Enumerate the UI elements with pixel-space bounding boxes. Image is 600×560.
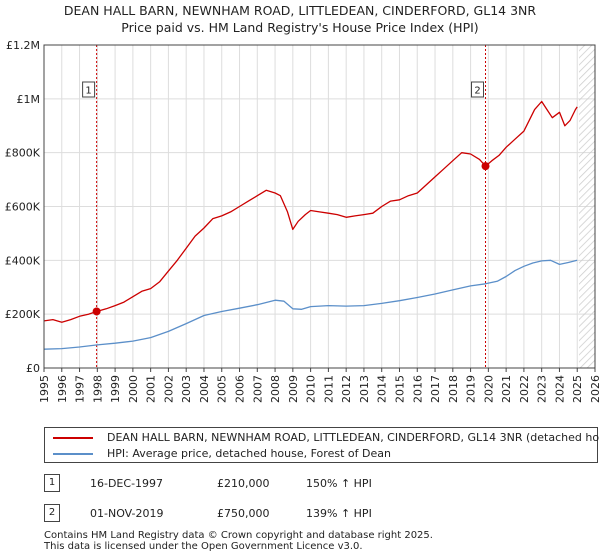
chart-title: DEAN HALL BARN, NEWNHAM ROAD, LITTLEDEAN… xyxy=(0,2,600,36)
x-tick-label: 2001 xyxy=(145,375,158,403)
legend-label-property: DEAN HALL BARN, NEWNHAM ROAD, LITTLEDEAN… xyxy=(107,431,600,444)
y-tick-label: £1.2M xyxy=(6,39,40,52)
future-hatch xyxy=(579,45,595,368)
x-tick-label: 2012 xyxy=(340,375,353,403)
transaction-hpi-change: 150% ↑ HPI xyxy=(306,477,372,490)
x-tick-label: 2016 xyxy=(411,375,424,403)
grid xyxy=(43,44,596,369)
chart-title-line1: DEAN HALL BARN, NEWNHAM ROAD, LITTLEDEAN… xyxy=(63,3,537,18)
x-tick-label: 1998 xyxy=(91,375,104,403)
legend-swatch-property xyxy=(53,437,93,439)
x-tick-label: 2005 xyxy=(216,375,229,403)
x-tick-label: 2017 xyxy=(429,375,442,403)
x-tick-label: 1995 xyxy=(38,375,51,403)
x-tick-label: 2014 xyxy=(376,375,389,403)
transaction-row: 1 16-DEC-1997 £210,000 150% ↑ HPI xyxy=(0,474,600,494)
x-tick-label: 2018 xyxy=(447,375,460,403)
x-tick-label: 2026 xyxy=(589,375,600,403)
legend-swatch-hpi xyxy=(53,453,93,455)
x-tick-label: 2019 xyxy=(465,375,478,403)
legend: DEAN HALL BARN, NEWNHAM ROAD, LITTLEDEAN… xyxy=(44,427,600,463)
x-tick-label: 2015 xyxy=(393,375,406,403)
x-tick-label: 2004 xyxy=(198,375,211,403)
x-tick-label: 1997 xyxy=(74,375,87,403)
plot-frame xyxy=(43,44,596,369)
x-tick-label: 2006 xyxy=(234,375,247,403)
transaction-marker-box: 1 xyxy=(44,474,60,492)
x-tick-label: 2013 xyxy=(358,375,371,403)
transaction-date: 01-NOV-2019 xyxy=(90,507,164,520)
transaction-hpi-change: 139% ↑ HPI xyxy=(306,507,372,520)
legend-item-property: DEAN HALL BARN, NEWNHAM ROAD, LITTLEDEAN… xyxy=(53,430,600,446)
sale-label-box xyxy=(82,81,96,98)
sale-label-box xyxy=(471,81,485,98)
price-chart: £0 £200K £400K £600K £800K £1M £1.2M 1995 1996 19… xyxy=(5,39,600,403)
x-tick-label: 2000 xyxy=(127,375,140,403)
y-tick-label: £400K xyxy=(5,254,41,267)
x-tick-label: 1999 xyxy=(109,375,122,403)
transaction-price: £210,000 xyxy=(217,477,270,490)
transaction-marker-box: 2 xyxy=(44,504,60,522)
legend-item-hpi: HPI: Average price, detached house, Fore… xyxy=(53,446,391,462)
y-tick-label: £0 xyxy=(26,362,40,375)
y-tick-label: £600K xyxy=(5,201,41,214)
x-tick-label: 2025 xyxy=(571,375,584,403)
sale-label: 2 xyxy=(474,86,480,97)
x-tick-label: 2021 xyxy=(500,375,513,403)
transaction-row: 2 01-NOV-2019 £750,000 139% ↑ HPI xyxy=(0,504,600,524)
y-tick-label: £1M xyxy=(17,93,41,106)
hpi-series-line xyxy=(44,259,578,350)
transaction-date: 16-DEC-1997 xyxy=(90,477,164,490)
legend-label-hpi: HPI: Average price, detached house, Fore… xyxy=(107,447,391,460)
property-series-line xyxy=(44,100,578,323)
x-tick-label: 2003 xyxy=(180,375,193,403)
sale-point xyxy=(481,162,490,171)
y-tick-label: £800K xyxy=(5,147,41,160)
series-lines xyxy=(44,100,578,350)
chart-title-line2: Price paid vs. HM Land Registry's House … xyxy=(121,20,479,35)
x-tick-label: 2011 xyxy=(322,375,335,403)
x-tick-label: 2002 xyxy=(162,375,175,403)
x-tick-label: 2020 xyxy=(482,375,495,403)
x-tick-label: 2023 xyxy=(536,375,549,403)
sale-point xyxy=(92,307,101,316)
footer-licence: This data is licensed under the Open Gov… xyxy=(44,541,363,552)
x-tick-label: 2007 xyxy=(251,375,264,403)
x-tick-label: 2022 xyxy=(518,375,531,403)
x-tick-label: 2010 xyxy=(305,375,318,403)
axes: £0 £200K £400K £600K £800K £1M £1.2M 1995 1996 19… xyxy=(5,39,600,403)
footer-copyright: Contains HM Land Registry data © Crown c… xyxy=(44,530,433,541)
footer: Contains HM Land Registry data © Crown c… xyxy=(44,530,433,552)
y-tick-label: £200K xyxy=(5,308,41,321)
sale-label: 1 xyxy=(85,86,91,97)
x-tick-label: 2009 xyxy=(287,375,300,403)
x-tick-label: 2024 xyxy=(553,375,566,403)
transaction-price: £750,000 xyxy=(217,507,270,520)
future-hatched-region xyxy=(579,45,595,368)
x-tick-label: 2008 xyxy=(269,375,282,403)
x-tick-label: 1996 xyxy=(56,375,69,403)
